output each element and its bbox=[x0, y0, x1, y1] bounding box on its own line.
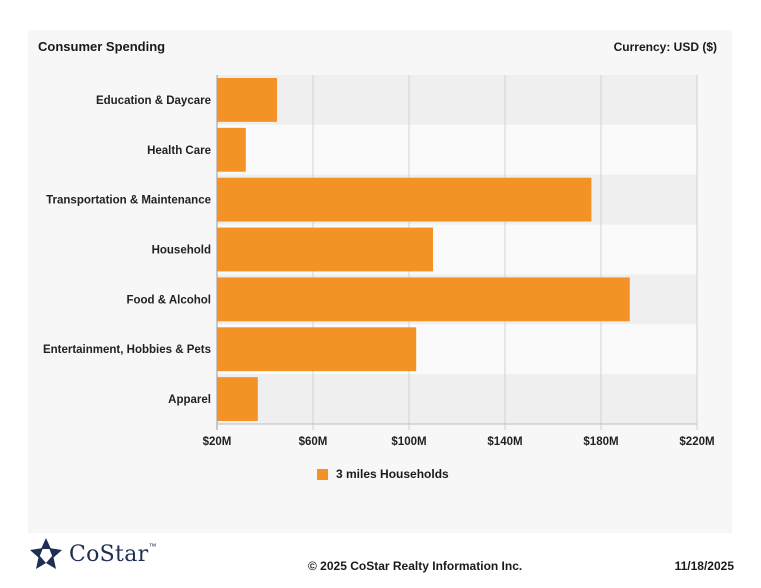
legend: 3 miles Households bbox=[317, 467, 449, 481]
row-band bbox=[217, 124, 697, 175]
costar-star-icon bbox=[30, 538, 62, 569]
x-tick-label: $60M bbox=[299, 436, 328, 448]
bar bbox=[217, 127, 246, 172]
legend-label: 3 miles Households bbox=[336, 467, 449, 481]
logo-text: CoStar™ bbox=[69, 541, 157, 567]
bar bbox=[217, 377, 258, 421]
category-label: Health Care bbox=[147, 145, 211, 157]
x-tick-label: $100M bbox=[391, 436, 426, 448]
category-label: Food & Alcohol bbox=[126, 294, 211, 306]
x-tick-label: $220M bbox=[679, 436, 714, 448]
bar bbox=[217, 78, 277, 122]
report-date: 11/18/2025 bbox=[674, 559, 734, 573]
category-label: Education & Daycare bbox=[96, 95, 211, 107]
row-band bbox=[217, 75, 697, 125]
category-label: Apparel bbox=[168, 394, 211, 406]
currency-label: Currency: USD ($) bbox=[613, 40, 717, 54]
bar bbox=[217, 327, 417, 372]
bar bbox=[217, 177, 592, 222]
category-label: Transportation & Maintenance bbox=[46, 195, 211, 207]
copyright: © 2025 CoStar Realty Information Inc. bbox=[308, 559, 523, 573]
costar-logo: CoStar™ bbox=[29, 537, 157, 571]
chart-title: Consumer Spending bbox=[38, 39, 166, 54]
legend-swatch bbox=[317, 468, 328, 480]
x-tick-label: $180M bbox=[583, 436, 618, 448]
bar bbox=[217, 277, 630, 322]
row-band bbox=[217, 374, 697, 424]
bar bbox=[217, 227, 433, 272]
x-tick-label: $140M bbox=[487, 436, 522, 448]
category-label: Entertainment, Hobbies & Pets bbox=[43, 344, 211, 356]
x-tick-label: $20M bbox=[203, 436, 232, 448]
category-label: Household bbox=[152, 245, 211, 257]
